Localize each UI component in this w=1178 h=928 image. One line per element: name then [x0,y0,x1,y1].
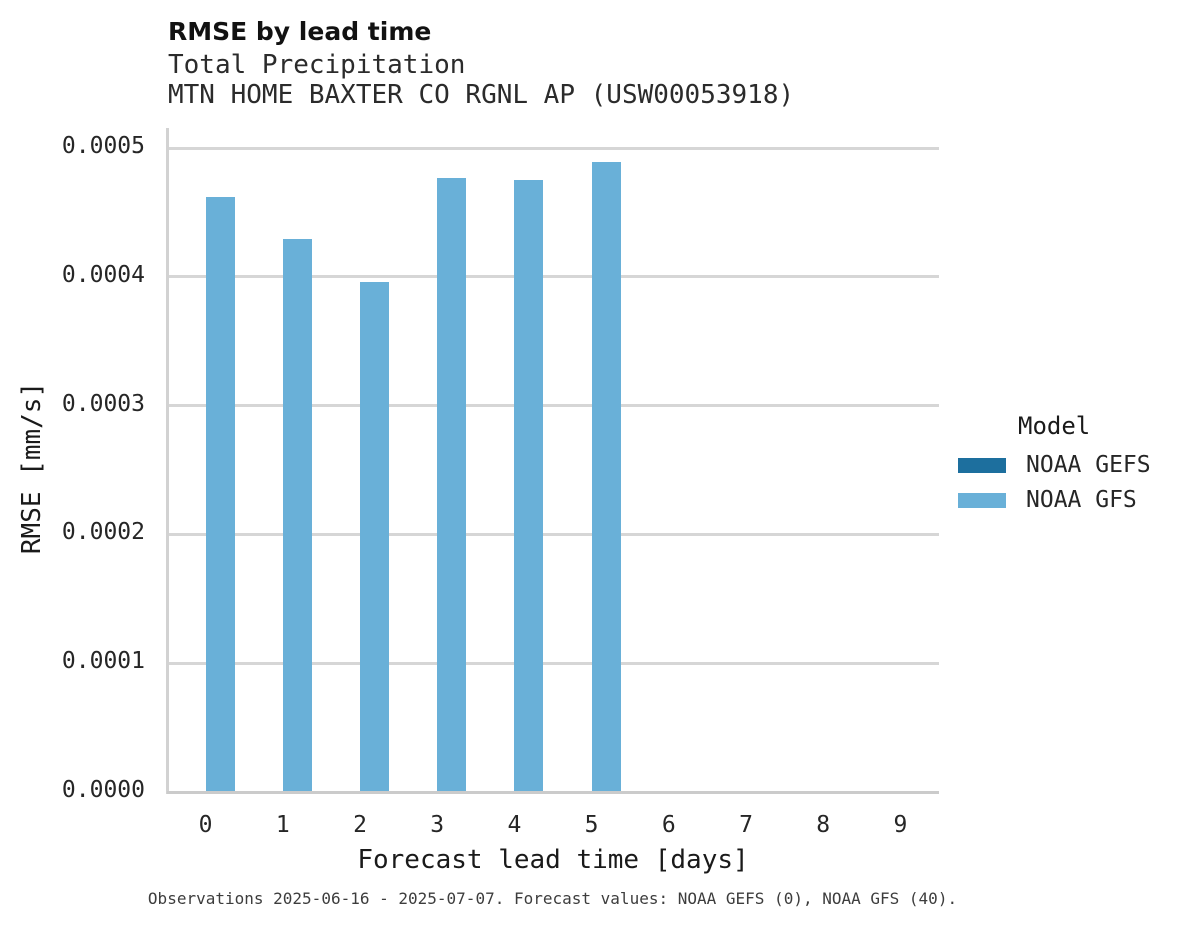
legend-label-noaa-gefs: NOAA GEFS [1026,452,1151,478]
legend-label-noaa-gfs: NOAA GFS [1026,487,1137,513]
y-tick-label: 0.0005 [61,133,145,159]
y-tick-label: 0.0001 [61,648,145,675]
x-tick-label: 6 [661,812,676,838]
x-axis-line [167,791,939,794]
x-tick-label: 0 [198,812,213,838]
y-tick-label: 0.0004 [61,261,145,288]
x-tick-label: 9 [893,812,908,838]
gridline [167,404,939,408]
x-tick-label: 5 [584,812,599,838]
bar-noaa-gfs-lead-5 [591,162,621,792]
chart-title: RMSE by lead time [168,17,432,46]
y-tick-label: 0.0003 [61,390,145,417]
y-axis-spine [166,128,169,794]
legend-swatch-noaa-gfs [958,493,1006,508]
bar-noaa-gfs-lead-4 [514,180,544,792]
y-tick-label: 0.0000 [61,777,145,803]
chart-subtitle-variable: Total Precipitation [168,50,466,80]
x-tick-label: 3 [430,812,445,838]
gridline [167,275,939,279]
x-tick-label: 2 [353,812,367,838]
y-tick-label: 0.0002 [61,519,145,546]
chart-subtitle-station: MTN HOME BAXTER CO RGNL AP (USW00053918) [168,80,795,110]
legend-swatch-noaa-gefs [958,458,1006,473]
footnote: Observations 2025-06-16 - 2025-07-07. Fo… [147,889,958,908]
x-tick-label: 7 [739,812,753,838]
x-tick-label: 4 [507,812,522,838]
legend-title: Model [1018,412,1091,440]
bar-noaa-gfs-lead-3 [437,177,467,792]
x-tick-label: 8 [816,812,831,838]
gridline [167,146,939,150]
bar-noaa-gfs-lead-1 [282,239,312,792]
gridline [167,661,939,665]
gridline [167,532,939,536]
x-axis-title: Forecast lead time [days] [357,845,749,875]
x-tick-label: 1 [275,812,290,838]
bar-noaa-gfs-lead-2 [360,281,389,792]
bar-noaa-gfs-lead-0 [205,196,235,792]
